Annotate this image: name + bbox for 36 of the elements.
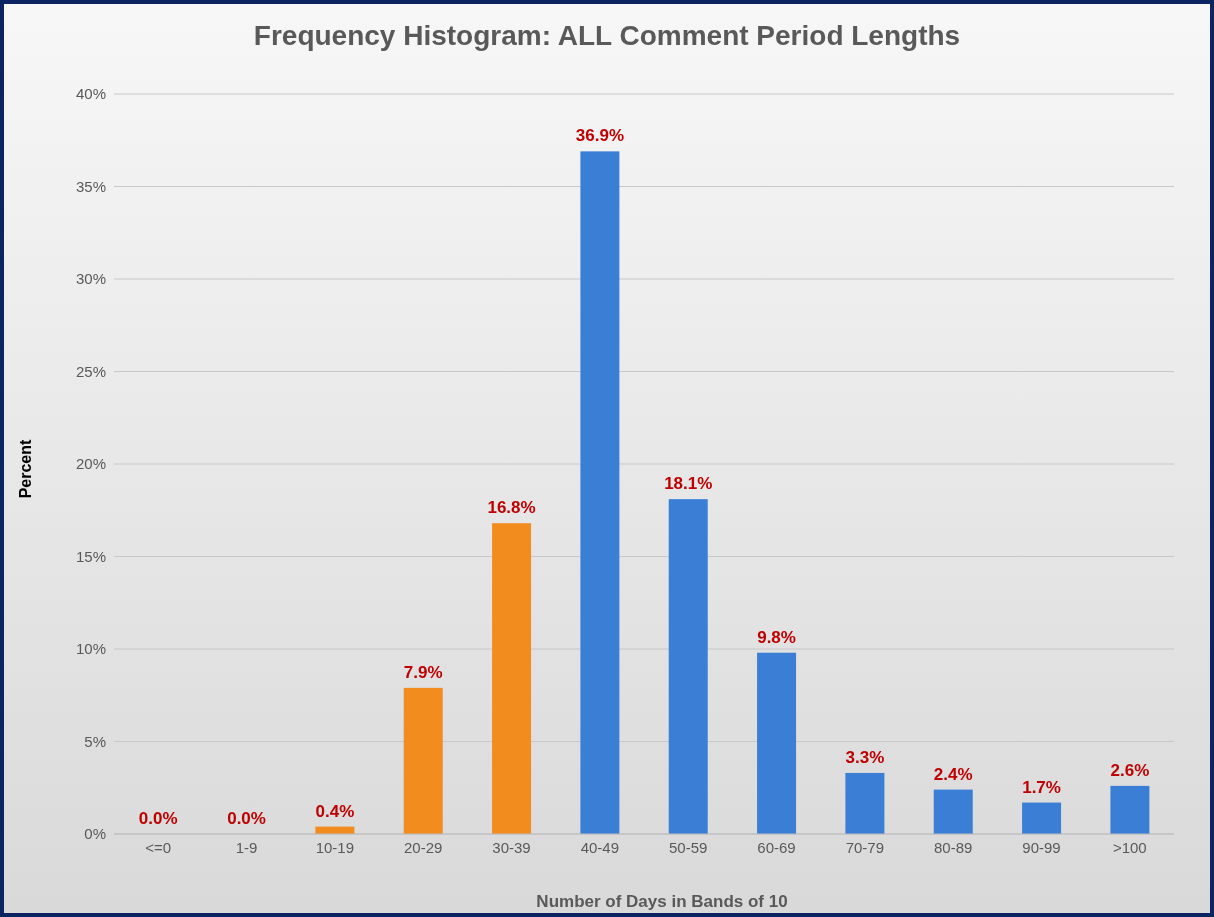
data-label: 3.3% [845,747,885,767]
x-tick-label: 10-19 [315,838,355,856]
x-tick-label: >100 [1112,838,1147,856]
x-axis-title: Number of Days in Bands of 10 [535,892,789,912]
x-tick-label: 30-39 [492,838,531,856]
data-label: 1.7% [1022,777,1061,797]
y-tick-label: 25% [75,362,106,380]
data-label: 0.0% [227,809,266,828]
data-label: 36.9% [575,126,624,146]
y-tick-label: 0% [84,825,106,843]
x-tick-label: 1-9 [235,838,258,856]
x-tick-label: 20-29 [403,838,443,856]
chart-title: Frequency Histogram: ALL Comment Period Lengths [252,20,962,53]
x-tick-label: 50-59 [668,838,708,856]
y-tick-label: 10% [75,640,106,658]
y-tick-label: 30% [75,270,106,288]
y-axis-title: Percent [17,439,35,499]
x-tick-label: <=0 [145,838,172,856]
data-label: 7.9% [403,662,443,682]
data-label: 0.0% [138,809,178,828]
y-tick-label: 15% [75,547,106,565]
x-tick-label: 70-79 [845,838,885,856]
data-label: 2.4% [933,764,973,784]
data-label: 2.6% [1110,760,1150,780]
x-tick-label: 40-49 [580,838,620,856]
x-tick-label: 80-89 [933,838,973,856]
data-label: 9.8% [757,627,796,647]
data-label: 18.1% [664,474,713,494]
y-tick-label: 40% [75,85,106,103]
y-tick-label: 35% [75,177,106,195]
data-label: 16.8% [487,498,536,518]
y-tick-label: 20% [75,455,106,473]
x-tick-label: 90-99 [1022,838,1061,856]
data-label: 0.4% [315,801,355,821]
x-tick-label: 60-69 [757,838,796,856]
y-tick-label: 5% [84,732,106,750]
